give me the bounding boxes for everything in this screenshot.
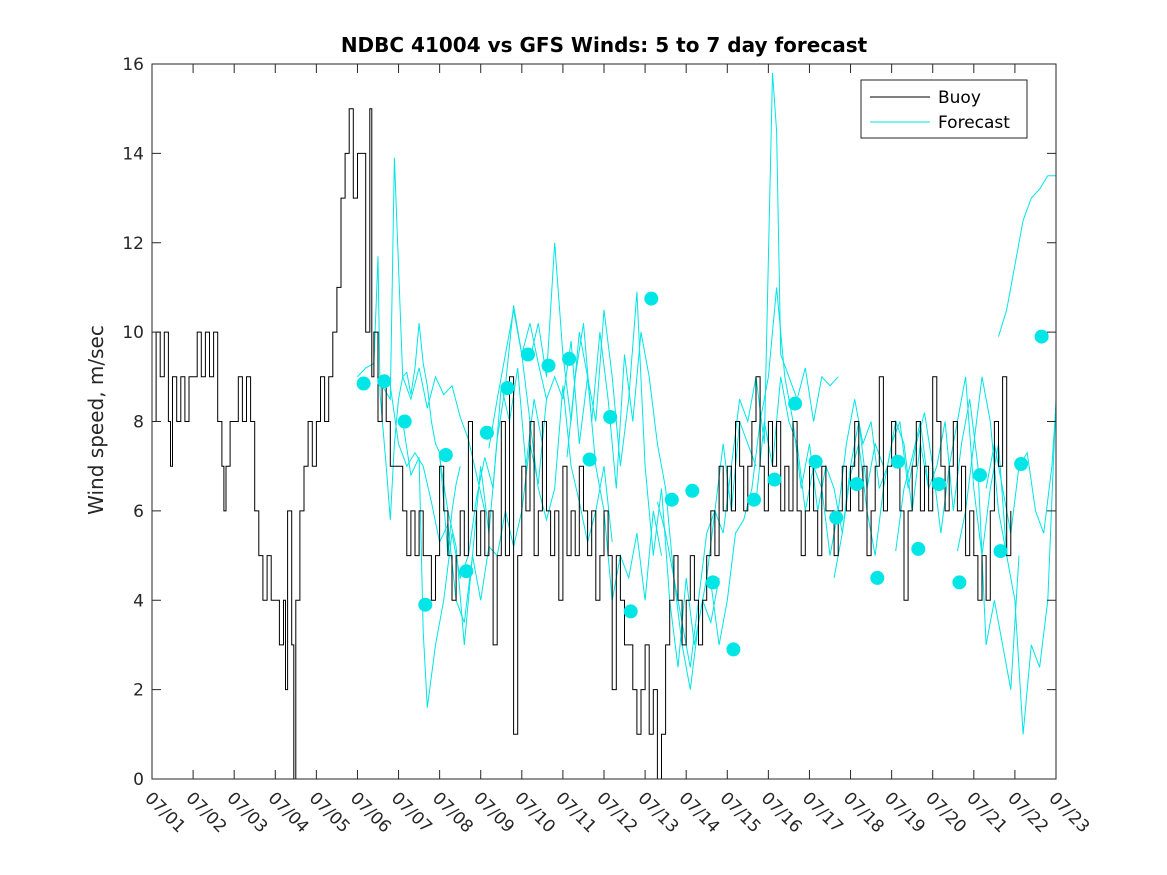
chart-title: NDBC 41004 vs GFS Winds: 5 to 7 day fore… [341,33,868,57]
forecast-marker-4 [418,597,433,612]
forecast-marker-25 [849,477,864,492]
legend-box [860,79,1028,139]
forecast-line-5 [439,305,613,645]
forecast-line-7 [529,242,720,668]
series-layer [152,72,1057,780]
y-tick-label-8: 8 [133,413,144,433]
y-tick-label-0: 0 [133,770,144,790]
y-tick-label-6: 6 [133,502,144,522]
forecast-marker-13 [603,410,618,424]
forecast-marker-9 [521,347,535,362]
forecast-marker-22 [788,396,803,411]
forecast-marker-11 [562,351,577,366]
forecast-marker-30 [952,575,967,590]
y-tick-label-10: 10 [122,323,144,343]
plot-area [152,64,1056,779]
legend-label-forecast: Forecast [938,113,1010,133]
y-tick-label-12: 12 [122,234,144,254]
legend: Buoy Forecast [860,79,1028,139]
forecast-marker-6 [459,564,474,579]
forecast-marker-19 [726,642,741,657]
forecast-line-6 [488,309,662,601]
forecast-marker-16 [664,492,679,507]
forecast-marker-5 [438,448,453,462]
forecast-marker-3 [397,414,412,429]
forecast-marker-7 [479,425,494,440]
y-tick-label-2: 2 [133,681,144,701]
forecast-marker-33 [1014,457,1029,471]
forecast-marker-31 [973,468,987,483]
forecast-marker-21 [767,472,782,487]
legend-label-buoy: Buoy [938,88,981,108]
y-tick-label-16: 16 [122,55,144,75]
forecast-line-3 [389,385,547,623]
forecast-marker-32 [993,544,1008,559]
forecast-marker-2 [377,374,392,389]
buoy-line [152,108,1012,780]
forecast-marker-1 [356,376,371,391]
forecast-marker-26 [870,570,885,585]
forecast-marker-28 [911,541,926,556]
forecast-marker-20 [747,492,761,507]
forecast-marker-17 [685,483,700,498]
forecast-line-9 [656,72,839,690]
forecast-marker-34 [1034,329,1049,344]
forecast-line-13 [895,399,1020,690]
forecast-marker-14 [623,604,638,619]
forecast-line-15 [998,175,1056,337]
forecast-marker-24 [829,510,844,525]
forecast-marker-8 [500,381,515,395]
forecast-marker-15 [644,291,659,306]
y-axis-label: Wind speed, m/sec [84,325,108,515]
forecast-line-2 [381,157,486,512]
y-tick-label-14: 14 [122,144,144,164]
y-tick-label-4: 4 [133,591,144,611]
forecast-marker-18 [705,575,720,590]
forecast-marker-10 [541,358,556,373]
forecast-marker-27 [890,454,905,469]
forecast-marker-23 [808,454,823,469]
forecast-marker-12 [582,452,597,467]
forecast-line-8 [566,323,757,668]
forecast-marker-29 [931,477,946,492]
